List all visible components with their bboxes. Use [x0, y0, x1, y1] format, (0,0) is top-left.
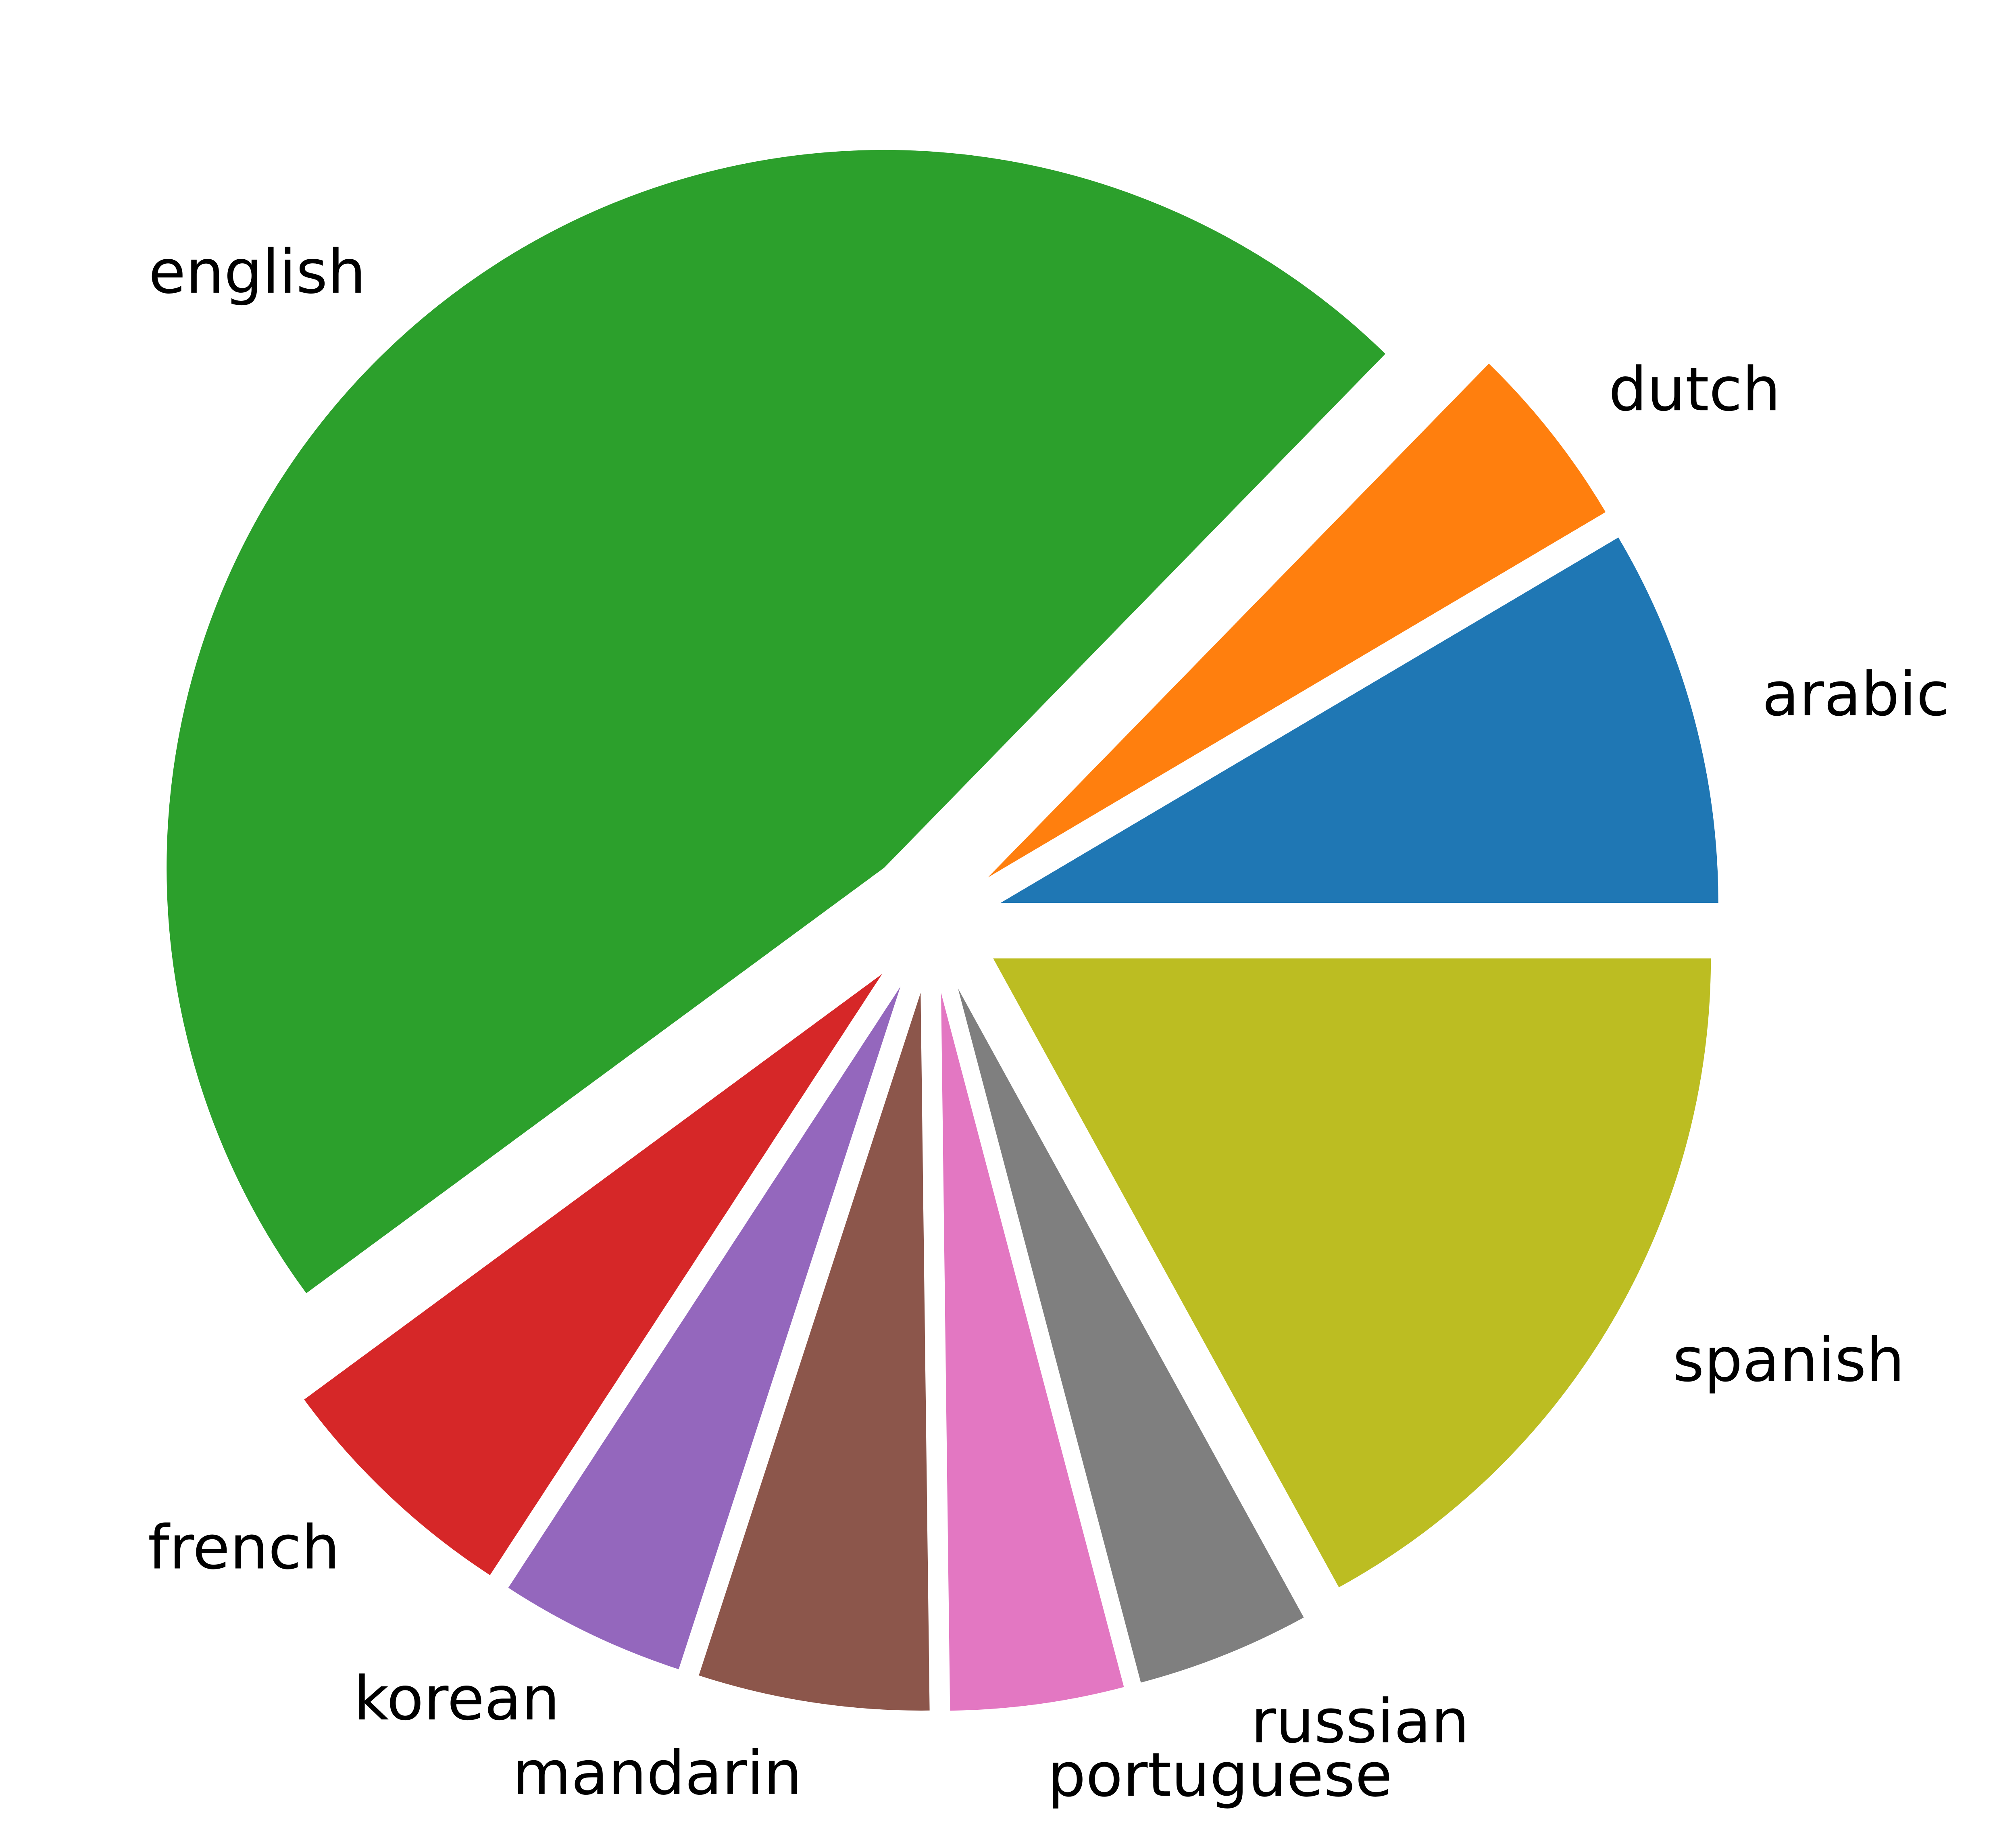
pie-slice-french — [304, 974, 882, 1575]
pie-label-spanish: spanish — [1673, 1325, 1905, 1395]
pie-slice-spanish — [993, 958, 1711, 1588]
pie-slice-arabic — [1000, 537, 1718, 903]
pie-slice-russian — [958, 988, 1304, 1683]
pie-slice-korean — [508, 986, 901, 1669]
pie-slice-dutch — [988, 363, 1606, 878]
pie-label-english: english — [148, 237, 366, 307]
pie-label-french: french — [148, 1513, 340, 1583]
pie-label-mandarin: mandarin — [512, 1738, 802, 1809]
pie-slices — [167, 150, 1718, 1711]
pie-slice-english — [167, 150, 1385, 1294]
pie-label-arabic: arabic — [1762, 659, 1949, 729]
pie-label-russian: russian — [1251, 1687, 1470, 1757]
pie-label-korean: korean — [354, 1664, 560, 1734]
pie-slice-portuguese — [941, 993, 1124, 1711]
pie-label-dutch: dutch — [1609, 354, 1781, 425]
pie-label-portuguese: portuguese — [1048, 1740, 1393, 1811]
pie-slice-mandarin — [699, 993, 930, 1711]
